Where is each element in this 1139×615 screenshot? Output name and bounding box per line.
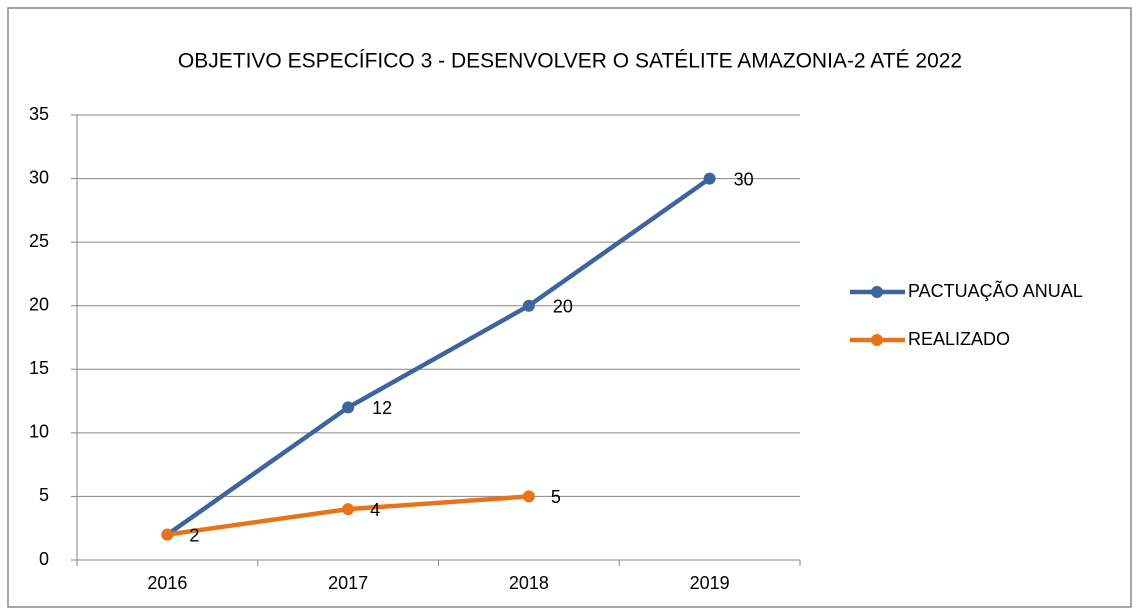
data-label: 20 (553, 296, 573, 316)
data-label: 30 (734, 169, 754, 189)
chart-border (7, 7, 1132, 608)
y-tick-label: 25 (29, 231, 49, 251)
y-tick-label: 0 (39, 549, 49, 569)
y-tick-label: 10 (29, 422, 49, 442)
data-label: 5 (551, 487, 561, 507)
y-tick-label: 30 (29, 167, 49, 187)
series-point (522, 299, 535, 312)
data-label: 12 (372, 398, 392, 418)
series-point (703, 172, 716, 185)
legend-label: PACTUAÇÃO ANUAL (908, 280, 1083, 301)
x-tick-label: 2019 (690, 573, 730, 593)
series-point (342, 401, 355, 414)
y-tick-label: 15 (29, 358, 49, 378)
data-label: 2 (189, 525, 199, 545)
x-tick-label: 2017 (328, 573, 368, 593)
series-point (522, 490, 535, 503)
y-tick-label: 5 (39, 485, 49, 505)
chart-title: OBJETIVO ESPECÍFICO 3 - DESENVOLVER O SA… (178, 50, 962, 73)
x-tick-label: 2018 (509, 573, 549, 593)
data-label: 4 (370, 500, 380, 520)
legend-marker (871, 334, 883, 346)
series-line (166, 176, 711, 537)
legend-label: REALIZADO (908, 329, 1010, 349)
series-point (161, 528, 174, 541)
y-tick-label: 35 (29, 104, 49, 124)
series-point (342, 503, 355, 516)
x-tick-label: 2016 (147, 573, 187, 593)
legend-marker (871, 286, 883, 298)
y-tick-label: 20 (29, 294, 49, 314)
